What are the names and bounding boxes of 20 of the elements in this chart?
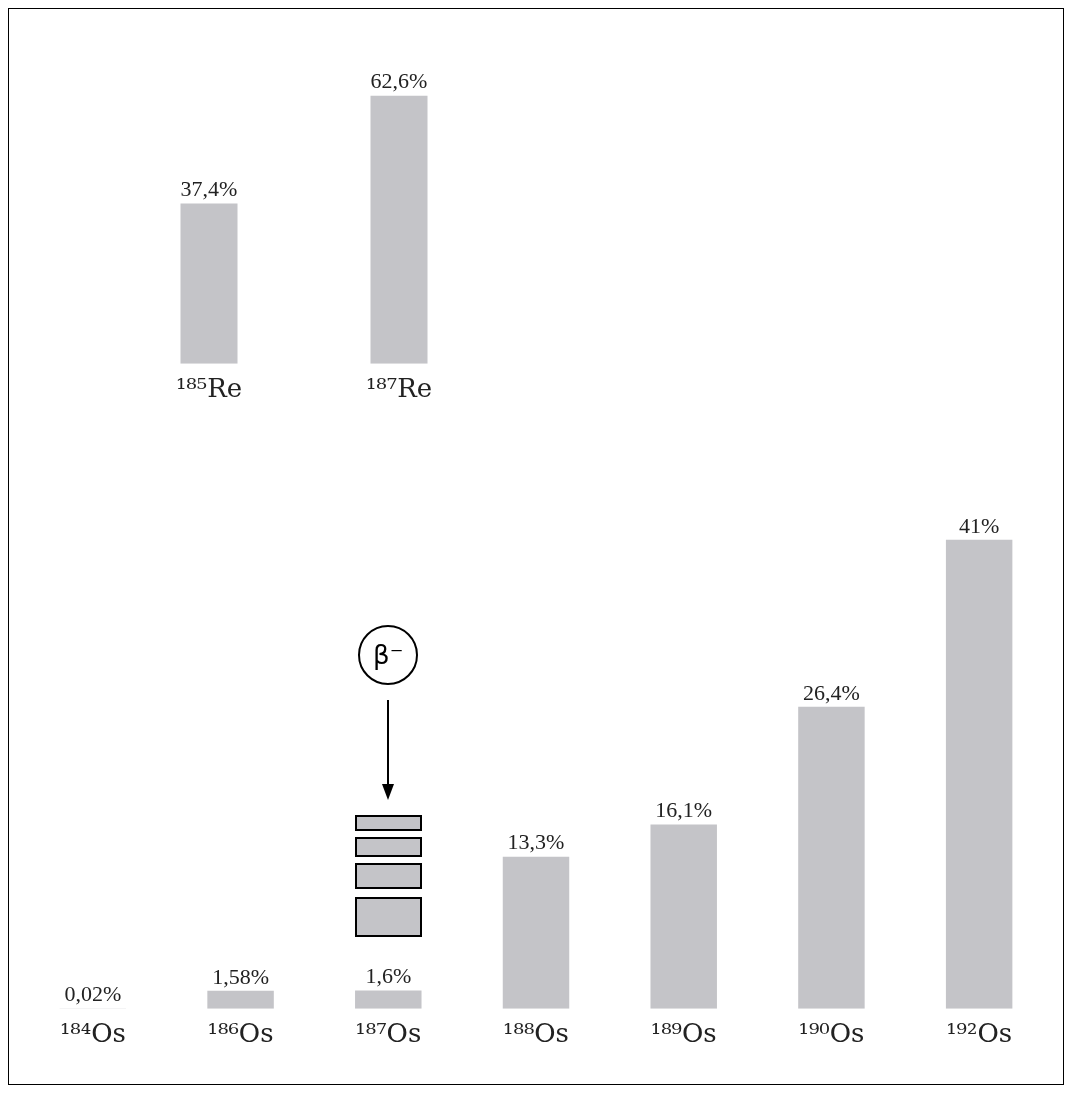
circle-outline: β⁻ xyxy=(358,625,419,686)
x-tick-label: ¹⁸⁶Os xyxy=(207,1018,274,1049)
x-tick-label: ¹⁸⁹Os xyxy=(650,1018,717,1049)
x-tick-label: ¹⁹²Os xyxy=(946,1018,1013,1049)
data-label: 41% xyxy=(958,512,1000,538)
data-label: 37,4% xyxy=(180,176,238,202)
data-label: 1,6% xyxy=(365,963,412,989)
data-label: 0,02% xyxy=(64,981,122,1007)
x-tick-label: ¹⁸⁷Os xyxy=(355,1018,422,1049)
data-label: 1,58% xyxy=(212,963,269,989)
data-label: 13,3% xyxy=(507,829,565,855)
x-tick-label: ¹⁸⁸Os xyxy=(503,1018,569,1049)
x-tick-label: ¹⁸⁷Re xyxy=(365,373,433,404)
x-tick-label: ¹⁸⁴Os xyxy=(59,1018,126,1049)
data-label: 16,1% xyxy=(655,797,713,823)
annotation: β⁻ xyxy=(373,640,404,671)
data-label: 26,4% xyxy=(803,679,860,705)
x-tick-label: ¹⁸⁵Re xyxy=(175,373,243,404)
x-tick-label: ¹⁹⁰Os xyxy=(798,1018,865,1049)
data-label: 62,6% xyxy=(370,68,428,94)
